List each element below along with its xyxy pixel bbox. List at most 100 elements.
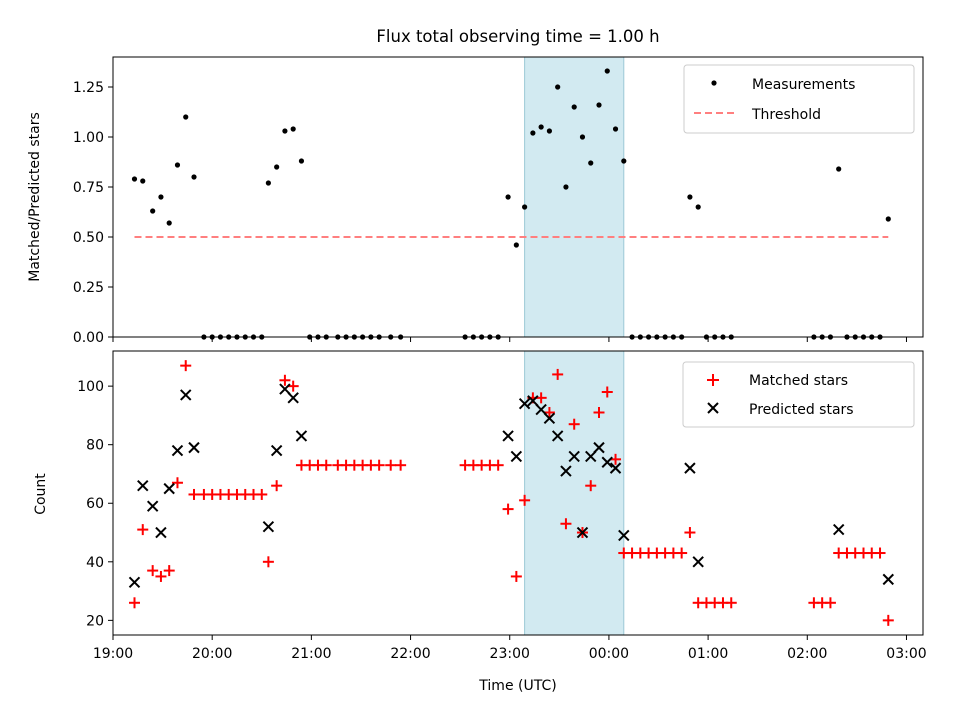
matched-stars-point xyxy=(519,494,531,506)
predicted-stars-point xyxy=(560,465,572,477)
x-tick-label: 23:00 xyxy=(490,646,530,662)
measurement-point xyxy=(530,130,536,136)
legend-measurement-marker xyxy=(711,80,717,86)
matched-stars-point xyxy=(320,459,332,471)
matched-stars-point xyxy=(610,453,622,465)
predicted-stars-point xyxy=(684,462,696,474)
matched-stars-point xyxy=(188,488,200,500)
predicted-stars-point xyxy=(137,479,149,492)
predicted-stars-point xyxy=(609,462,622,474)
matched-stars-point xyxy=(552,368,564,380)
y-tick-label: 20 xyxy=(86,613,104,629)
predicted-stars-point xyxy=(502,430,514,442)
x-tick-label: 00:00 xyxy=(589,646,629,662)
measurement-point xyxy=(571,104,577,110)
predicted-stars-point xyxy=(163,482,175,495)
matched-stars-point xyxy=(492,459,504,471)
measurement-point xyxy=(298,158,305,164)
matched-stars-point xyxy=(601,386,613,398)
bottom-y-axis-label: Count xyxy=(33,473,49,515)
measurement-point xyxy=(546,128,553,134)
matched-stars-point xyxy=(882,614,894,626)
y-tick-label: 1.25 xyxy=(73,80,104,96)
predicted-stars-point xyxy=(287,392,299,404)
measurement-point xyxy=(265,180,271,186)
matched-stars-point xyxy=(510,570,522,582)
top-plot-frame xyxy=(112,56,924,338)
measurement-point xyxy=(687,194,693,200)
matched-stars-point xyxy=(262,556,274,568)
predicted-stars-point xyxy=(262,520,275,533)
count-series xyxy=(128,360,894,626)
measurement-point xyxy=(522,204,528,210)
measurement-point xyxy=(290,126,296,132)
matched-stars-point xyxy=(725,597,737,609)
matched-stars-point xyxy=(568,418,580,430)
x-axis-label: Time (UTC) xyxy=(478,678,556,694)
top-y-axis-ticks: 0.00 0.25 0.50 0.75 1.00 1.25 xyxy=(73,80,113,346)
x-tick-label: 19:00 xyxy=(93,646,133,662)
predicted-stars-point xyxy=(188,441,200,454)
matched-stars-point xyxy=(171,477,183,489)
matched-stars-point xyxy=(279,374,291,386)
predicted-stars-point xyxy=(527,395,539,407)
predicted-stars-point xyxy=(882,573,894,586)
predicted-stars-point xyxy=(601,456,613,468)
measurement-point xyxy=(282,128,288,134)
matched-stars-point xyxy=(560,518,572,530)
observing-window-span xyxy=(524,350,625,636)
measurement-point xyxy=(836,166,842,172)
measurement-point xyxy=(885,216,891,222)
bottom-y-axis-ticks: 20 40 60 80 100 xyxy=(77,379,113,629)
x-tick-label: 01:00 xyxy=(688,646,728,662)
matched-stars-point xyxy=(147,565,159,577)
predicted-stars-point xyxy=(295,430,308,442)
predicted-stars-point xyxy=(146,500,159,512)
measurement-point xyxy=(505,194,511,200)
legend-predicted-label: Predicted stars xyxy=(749,402,854,418)
measurement-point xyxy=(604,68,610,74)
matched-stars-point xyxy=(128,597,140,609)
top-legend-box xyxy=(683,64,915,134)
matched-stars-point xyxy=(676,547,688,559)
measurement-point xyxy=(612,126,619,132)
predicted-stars-point xyxy=(180,389,192,401)
matched-stars-point xyxy=(395,459,407,471)
matched-stars-point xyxy=(684,527,696,539)
measurement-point xyxy=(579,134,586,140)
legend-measurements-label: Measurements xyxy=(752,77,855,93)
matched-stars-point xyxy=(385,459,397,471)
measurement-point xyxy=(538,124,544,130)
measurement-point xyxy=(513,242,519,248)
predicted-stars-point xyxy=(171,444,184,457)
predicted-stars-point xyxy=(543,412,556,425)
x-tick-label: 22:00 xyxy=(390,646,430,662)
measurement-point xyxy=(140,178,146,184)
matched-stars-point xyxy=(155,570,167,582)
matched-stars-point xyxy=(180,360,192,372)
y-tick-label: 0.25 xyxy=(73,280,104,296)
matched-stars-point xyxy=(163,565,175,577)
y-tick-label: 1.00 xyxy=(73,130,104,146)
legend-matched-marker xyxy=(707,374,719,386)
y-tick-label: 0.75 xyxy=(73,180,104,196)
predicted-stars-point xyxy=(155,526,167,539)
bottom-legend: Matched stars Predicted stars xyxy=(682,361,915,428)
measurement-point xyxy=(596,102,602,108)
y-tick-label: 0.50 xyxy=(73,230,104,246)
matched-stars-point xyxy=(543,406,555,418)
predicted-stars-point xyxy=(510,450,523,463)
measurement-point xyxy=(555,84,561,90)
measurement-point xyxy=(150,208,156,214)
predicted-stars-point xyxy=(551,430,564,442)
top-y-axis-label: Matched/Predicted stars xyxy=(27,112,43,282)
measurement-point xyxy=(131,176,138,182)
matched-stars-point xyxy=(535,392,547,404)
predicted-stars-point xyxy=(270,444,283,457)
measurement-point xyxy=(695,204,701,210)
predicted-stars-point xyxy=(576,526,589,539)
measurement-point xyxy=(621,158,627,164)
predicted-stars-point xyxy=(128,576,141,589)
y-tick-label: 40 xyxy=(86,555,104,571)
